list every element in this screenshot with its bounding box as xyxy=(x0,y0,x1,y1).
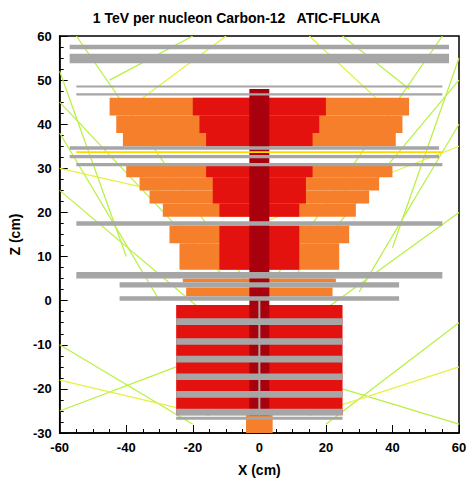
svg-text:0: 0 xyxy=(256,440,263,455)
svg-text:-30: -30 xyxy=(33,426,52,441)
svg-text:50: 50 xyxy=(37,73,51,88)
svg-text:60: 60 xyxy=(37,29,51,44)
svg-text:30: 30 xyxy=(37,161,51,176)
svg-text:10: 10 xyxy=(37,249,51,264)
svg-text:Z (cm): Z (cm) xyxy=(7,214,23,256)
svg-text:40: 40 xyxy=(385,440,399,455)
svg-text:-10: -10 xyxy=(33,337,52,352)
svg-text:20: 20 xyxy=(319,440,333,455)
svg-text:60: 60 xyxy=(452,440,466,455)
svg-text:0: 0 xyxy=(44,293,51,308)
svg-text:-20: -20 xyxy=(183,440,202,455)
svg-text:-40: -40 xyxy=(117,440,136,455)
svg-text:20: 20 xyxy=(37,205,51,220)
svg-text:40: 40 xyxy=(37,117,51,132)
svg-text:-20: -20 xyxy=(33,381,52,396)
svg-text:-60: -60 xyxy=(50,440,69,455)
svg-text:X (cm): X (cm) xyxy=(238,462,281,478)
svg-text:1 TeV per nucleon Carbon-12: 1 TeV per nucleon Carbon-12 ATIC-FLUKA xyxy=(93,10,381,26)
